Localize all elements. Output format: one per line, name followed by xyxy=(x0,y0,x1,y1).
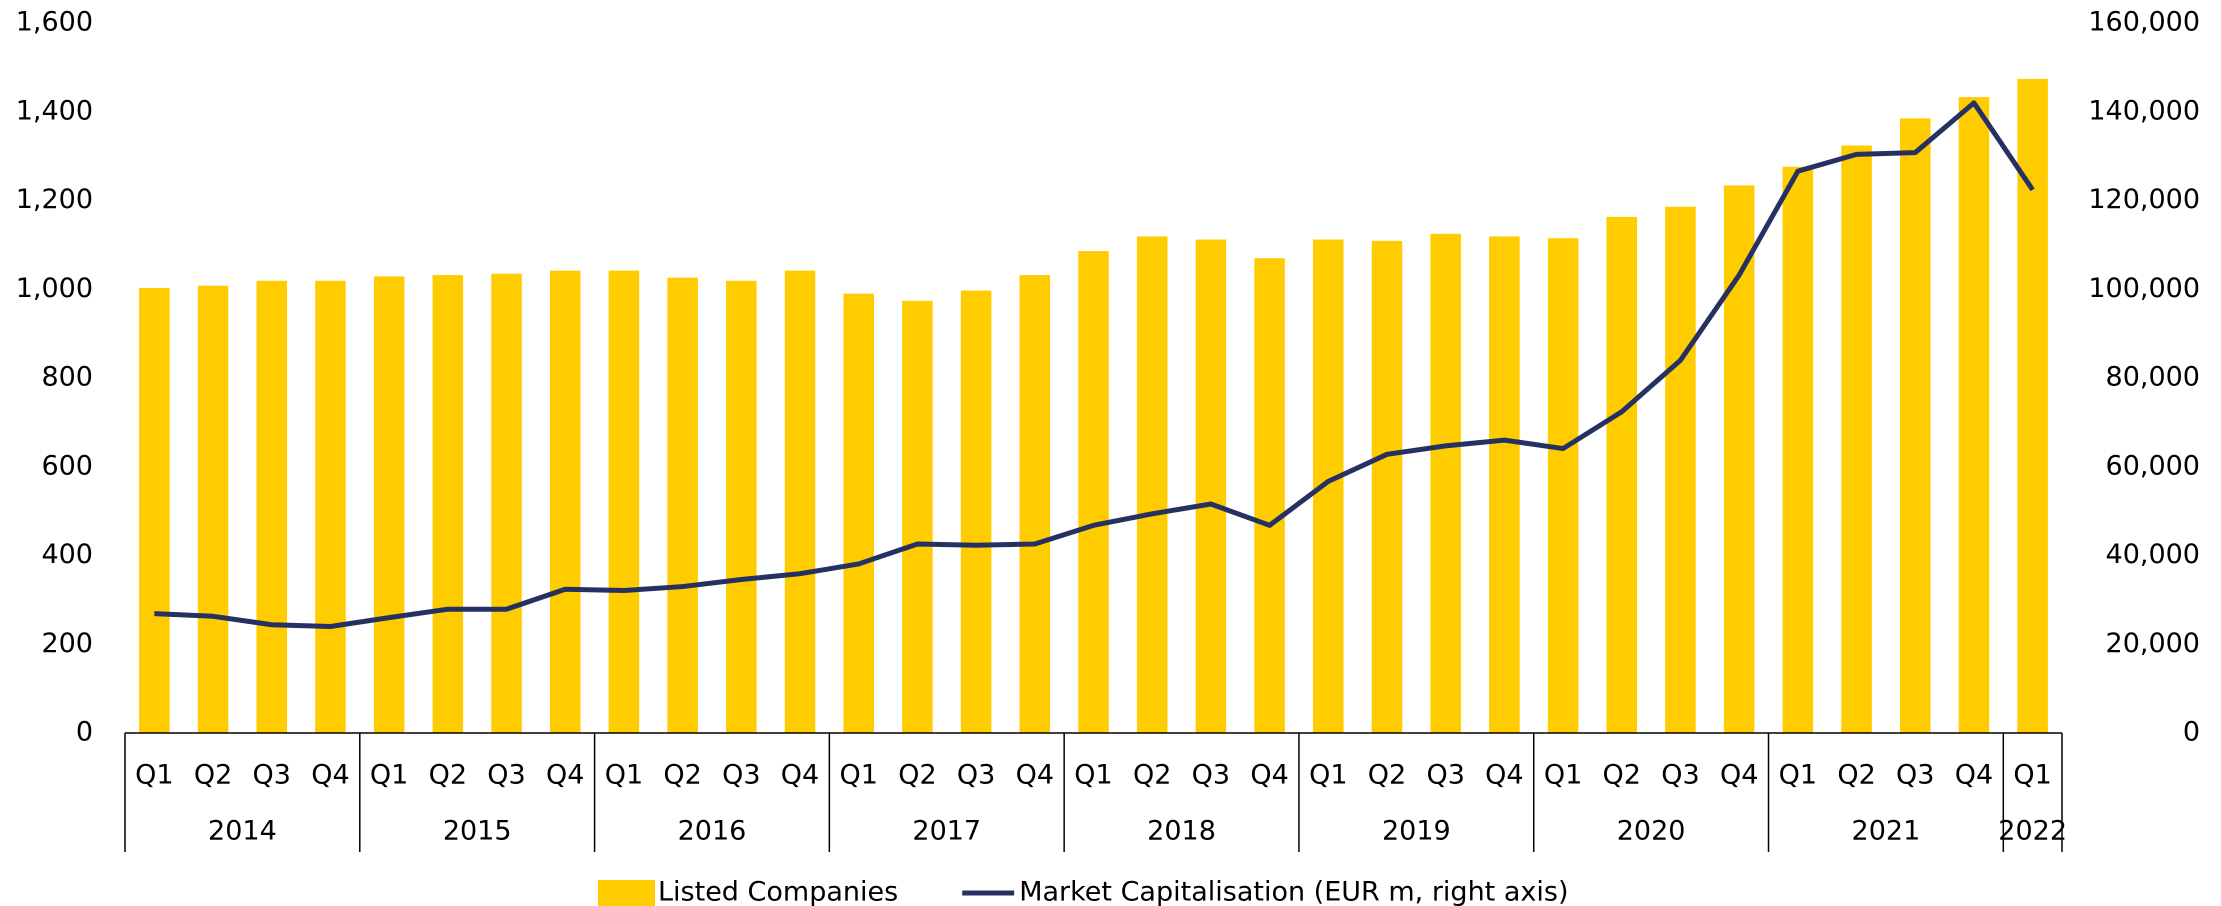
x-tick-label: Q4 xyxy=(1016,760,1054,791)
y2-tick-label: 100,000 xyxy=(2088,273,2200,304)
x-tick-label: Q1 xyxy=(1074,760,1112,791)
bar xyxy=(667,277,698,733)
x-tick-label: Q3 xyxy=(1192,760,1230,791)
x-tick-label: Q1 xyxy=(605,760,643,791)
y2-tick-label: 120,000 xyxy=(2088,184,2200,215)
x-tick-label: Q3 xyxy=(957,760,995,791)
year-label: 2021 xyxy=(1852,816,1921,847)
year-label: 2014 xyxy=(208,816,277,847)
year-label: 2020 xyxy=(1617,816,1686,847)
x-tick-label: Q4 xyxy=(1955,760,1993,791)
y-tick-label: 400 xyxy=(41,539,93,570)
year-label: 2018 xyxy=(1147,816,1216,847)
bar xyxy=(608,270,640,733)
year-label: 2019 xyxy=(1382,816,1451,847)
bar xyxy=(1899,118,1931,733)
y-tick-label: 1,400 xyxy=(16,95,93,126)
legend-label: Listed Companies xyxy=(658,877,898,906)
x-tick-label: Q3 xyxy=(1661,760,1699,791)
y-tick-label: 0 xyxy=(76,717,93,748)
x-tick-label: Q1 xyxy=(1544,760,1582,791)
x-tick-label: Q2 xyxy=(1133,760,1171,791)
x-tick-label: Q4 xyxy=(1485,760,1523,791)
bar xyxy=(784,270,816,733)
bar xyxy=(1606,216,1638,733)
x-tick-label: Q2 xyxy=(663,760,701,791)
x-tick-label: Q1 xyxy=(370,760,408,791)
bar xyxy=(1958,97,1990,733)
x-tick-label: Q1 xyxy=(1779,760,1817,791)
y-tick-label: 1,000 xyxy=(16,273,93,304)
bar xyxy=(373,276,405,733)
x-tick-label: Q4 xyxy=(781,760,819,791)
bar xyxy=(960,290,992,733)
year-label: 2017 xyxy=(912,816,981,847)
bar xyxy=(549,270,581,733)
bar xyxy=(1078,251,1109,733)
bar xyxy=(902,300,933,733)
legend-swatch xyxy=(598,880,655,906)
y-tick-label: 200 xyxy=(41,628,93,659)
year-label: 2016 xyxy=(678,816,747,847)
y2-tick-label: 160,000 xyxy=(2088,7,2200,38)
year-label: 2022 xyxy=(1998,816,2067,847)
bar xyxy=(726,280,757,733)
bar xyxy=(1723,185,1755,734)
y-tick-label: 1,200 xyxy=(16,184,93,215)
x-tick-label: Q1 xyxy=(135,760,173,791)
bar xyxy=(1782,166,1814,733)
x-tick-label: Q1 xyxy=(2013,760,2051,791)
x-tick-label: Q1 xyxy=(839,760,877,791)
bar xyxy=(197,285,229,733)
y2-tick-label: 20,000 xyxy=(2106,628,2200,659)
y2-tick-label: 60,000 xyxy=(2106,450,2200,481)
bar xyxy=(432,275,464,733)
x-tick-label: Q4 xyxy=(546,760,584,791)
y2-tick-label: 40,000 xyxy=(2106,539,2200,570)
y2-tick-label: 80,000 xyxy=(2106,362,2200,393)
y2-tick-label: 0 xyxy=(2183,717,2200,748)
bar xyxy=(1665,206,1696,733)
x-tick-label: Q2 xyxy=(429,760,467,791)
bar xyxy=(1136,236,1168,733)
legend-label: Market Capitalisation (EUR m, right axis… xyxy=(1019,877,1568,906)
y-tick-label: 600 xyxy=(41,450,93,481)
x-tick-label: Q4 xyxy=(1250,760,1288,791)
x-tick-label: Q4 xyxy=(1720,760,1758,791)
bar xyxy=(1430,233,1461,733)
x-tick-label: Q3 xyxy=(1896,760,1934,791)
x-tick-label: Q2 xyxy=(898,760,936,791)
bar xyxy=(1019,275,1051,733)
bar xyxy=(1841,145,1872,734)
x-tick-label: Q4 xyxy=(311,760,349,791)
x-tick-label: Q3 xyxy=(1426,760,1464,791)
bar xyxy=(1489,236,1520,733)
bar xyxy=(315,280,346,733)
y-tick-label: 800 xyxy=(41,362,93,393)
x-tick-label: Q2 xyxy=(1368,760,1406,791)
line xyxy=(154,100,2035,629)
y2-tick-label: 140,000 xyxy=(2088,95,2200,126)
x-tick-label: Q2 xyxy=(1837,760,1875,791)
bar xyxy=(1195,239,1227,734)
bar xyxy=(843,293,874,733)
x-tick-label: Q3 xyxy=(722,760,760,791)
bar xyxy=(1547,238,1579,733)
x-tick-label: Q1 xyxy=(1309,760,1347,791)
bar xyxy=(256,280,288,733)
x-tick-label: Q2 xyxy=(194,760,232,791)
y-tick-label: 1,600 xyxy=(16,7,93,38)
year-label: 2015 xyxy=(443,816,512,847)
x-tick-label: Q2 xyxy=(1603,760,1641,791)
x-tick-label: Q3 xyxy=(487,760,525,791)
x-tick-label: Q3 xyxy=(253,760,291,791)
bar xyxy=(139,287,170,733)
bar xyxy=(1254,258,1285,733)
bar xyxy=(1371,240,1403,733)
bar xyxy=(491,273,522,733)
